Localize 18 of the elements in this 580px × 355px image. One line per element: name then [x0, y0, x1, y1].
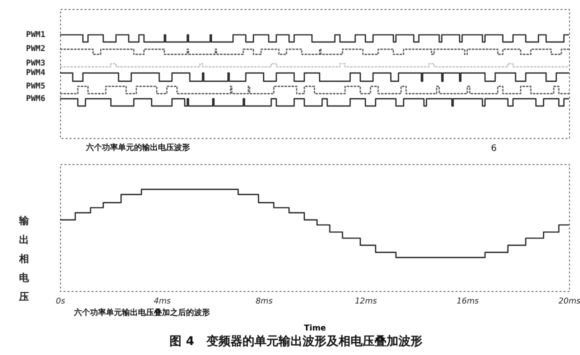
x-tick-label: 8ms [256, 296, 273, 306]
text: 六个功率单元输出电压叠加之后的波形 [73, 307, 210, 317]
x-tick-label: 0s [56, 296, 66, 306]
caption: 图 4 变频器的单元输出波形及相电压叠加波形 [170, 334, 422, 348]
y-axis-title: 输出相电压 [18, 215, 30, 304]
series-label: PWM4 [26, 68, 46, 77]
x-tick-label: 4ms [154, 296, 171, 306]
series-label: PWM1 [26, 30, 46, 39]
x-tick-label: 20ms [558, 296, 580, 306]
text: 六个功率单元的输出电压波形 [85, 142, 190, 152]
x-axis-title: Time [304, 324, 327, 332]
x-tick-label: 12ms [354, 296, 377, 306]
series-label: PWM5 [26, 81, 46, 90]
series-label: PWM3 [26, 58, 46, 68]
text: 6 [491, 144, 497, 154]
series-label: PWM6 [26, 94, 46, 103]
x-tick-label: 16ms [456, 296, 479, 306]
series-label: PWM2 [26, 44, 46, 54]
